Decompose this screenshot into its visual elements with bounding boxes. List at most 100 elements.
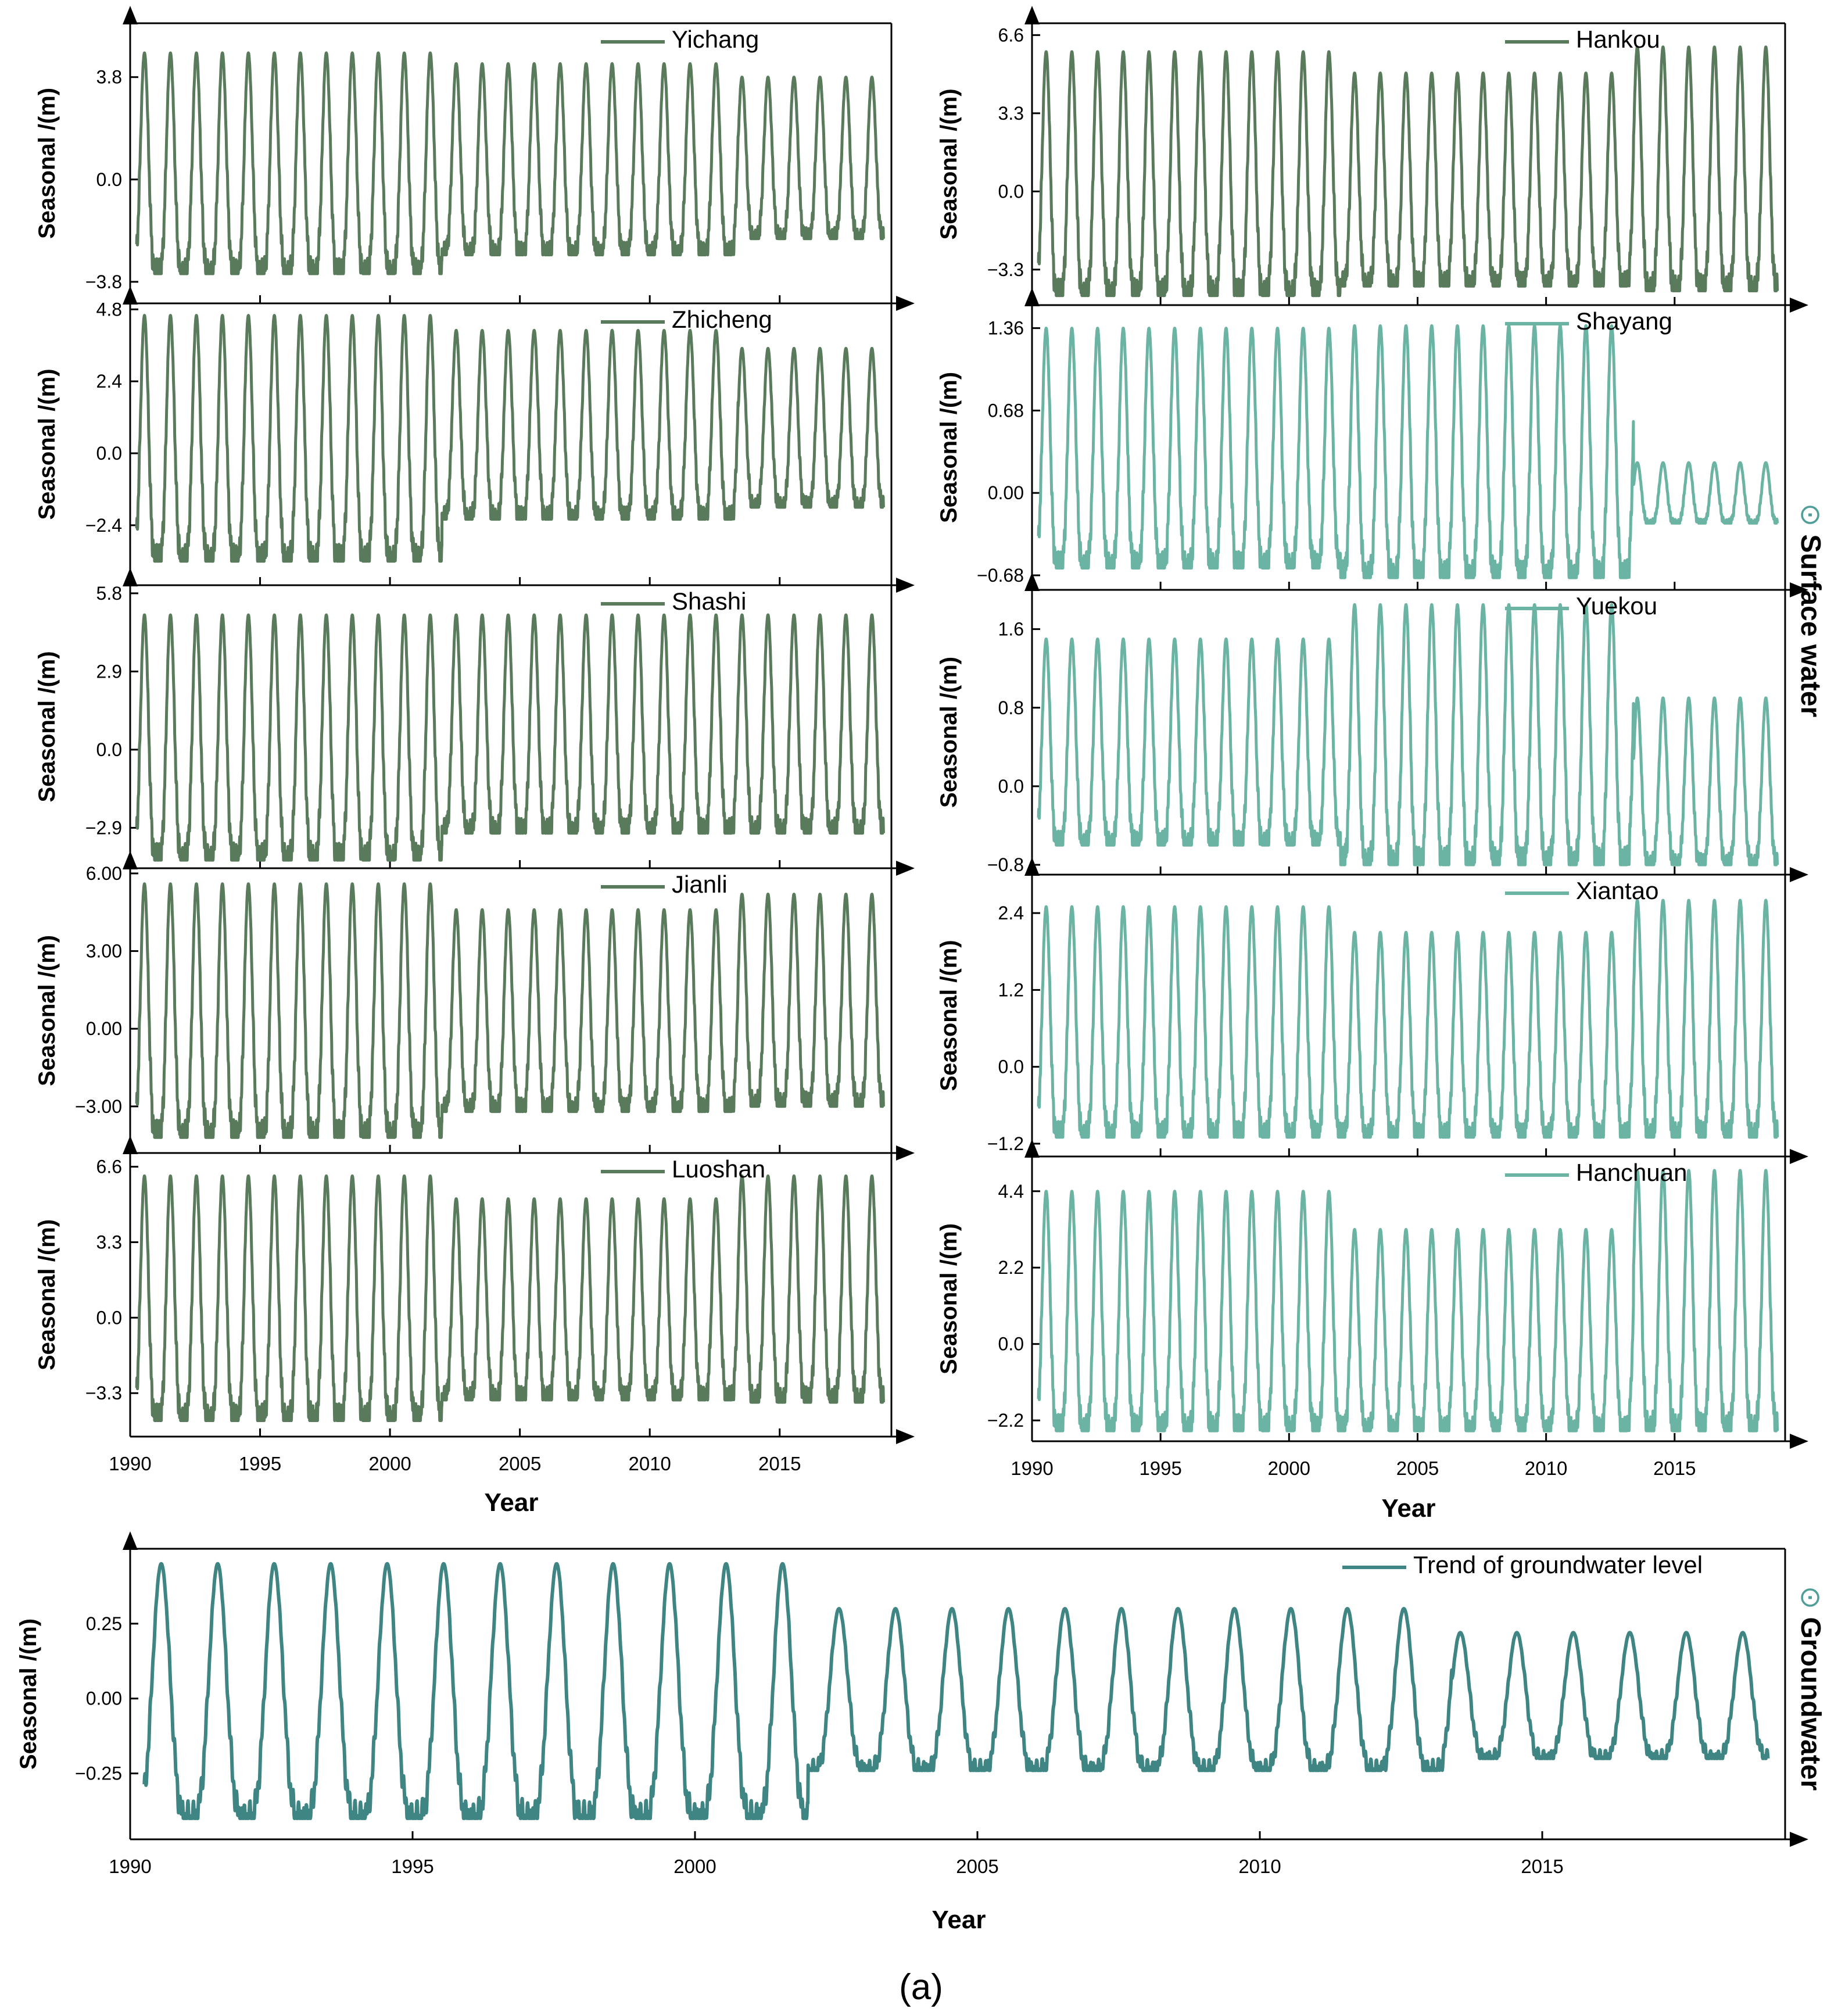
legend-label: Luoshan xyxy=(672,1155,765,1183)
legend-label: Yuekou xyxy=(1576,592,1657,620)
x-tick-label: 2000 xyxy=(1268,1458,1310,1479)
legend-label: Yichang xyxy=(672,26,759,53)
y-tick-label: −3.8 xyxy=(85,271,122,292)
y-axis-title: Seasonal /(m) xyxy=(34,88,60,239)
y-tick-label: −1.2 xyxy=(987,1133,1024,1154)
y-tick-label: 2.2 xyxy=(998,1257,1024,1278)
y-tick-label: 5.8 xyxy=(96,583,122,604)
x-axis-arrow xyxy=(1790,1434,1808,1449)
x-tick-label: 2015 xyxy=(1653,1458,1696,1479)
y-tick-label: 3.00 xyxy=(86,941,122,962)
y-axis-title: Seasonal /(m) xyxy=(34,935,60,1086)
y-axis-arrow xyxy=(123,568,138,586)
y-axis-title: Seasonal /(m) xyxy=(936,88,962,239)
y-axis-arrow xyxy=(123,286,138,305)
x-tick-label: 1990 xyxy=(109,1856,151,1877)
side-label-text: Groundwater xyxy=(1795,1617,1826,1791)
y-tick-label: 2.4 xyxy=(96,371,122,392)
panel-xiantao: 2.4 1.2 0.0 −1.2 Seasonal /(m) Xiantao xyxy=(936,857,1808,1164)
y-tick-label: 1.6 xyxy=(998,619,1024,640)
x-tick-label: 2005 xyxy=(956,1856,998,1877)
x-axis-title-bottom: Year xyxy=(932,1906,986,1934)
x-tick-label: 2015 xyxy=(1521,1856,1563,1877)
y-axis-title: Seasonal /(m) xyxy=(936,657,962,808)
side-label-marker: ⊙ xyxy=(1795,503,1826,535)
panel-yuekou: 1.6 0.8 0.0 −0.8 Seasonal /(m) Yuekou xyxy=(936,572,1808,882)
x-tick-label: 2010 xyxy=(1525,1458,1567,1479)
x-tick-label: 1995 xyxy=(239,1453,281,1474)
legend-label: Xiantao xyxy=(1576,877,1658,904)
y-tick-label: 1.36 xyxy=(988,318,1024,339)
x-axis-arrow xyxy=(1790,298,1808,313)
x-axis-arrow xyxy=(1790,1149,1808,1164)
panel-zhicheng: 4.8 2.4 0.0 −2.4 Seasonal /(m) Zhicheng xyxy=(34,286,915,593)
panel-yichang: 3.8 0.0 −3.8 Seasonal /(m) Yichang xyxy=(34,6,915,311)
y-axis-title: Seasonal /(m) xyxy=(34,651,60,802)
panel-shayang: 1.36 0.68 0.00 −0.68 Seasonal /(m) Shayang xyxy=(936,288,1808,597)
y-tick-label: 1.2 xyxy=(998,979,1024,1000)
panel-jianli: 6.00 3.00 0.00 −3.00 Seasonal /(m) Jianli xyxy=(34,851,915,1161)
y-axis-title: Seasonal /(m) xyxy=(34,368,60,520)
x-axis-arrow xyxy=(1790,1832,1808,1847)
x-axis-arrow xyxy=(896,1429,915,1444)
y-tick-label: 0.68 xyxy=(988,400,1024,421)
series-line-zhicheng xyxy=(135,314,885,563)
series-line-hankou xyxy=(1037,45,1779,298)
x-axis-arrow xyxy=(896,578,915,593)
x-tick-label: 2010 xyxy=(628,1453,671,1474)
x-axis-title-left: Year xyxy=(485,1488,539,1517)
panel-hankou: 6.6 3.3 0.0 −3.3 Seasonal /(m) Hankou xyxy=(936,6,1808,313)
y-axis-title: Seasonal /(m) xyxy=(16,1618,41,1770)
x-tick-label: 1990 xyxy=(109,1453,151,1474)
y-axis-arrow xyxy=(1024,572,1040,591)
x-tick-label: 1995 xyxy=(1139,1458,1181,1479)
x-axis-arrow xyxy=(1790,582,1808,597)
series-line-groundwater xyxy=(142,1562,1770,1820)
x-axis-arrow xyxy=(1790,867,1808,882)
y-tick-label: 3.3 xyxy=(96,1231,122,1252)
series-line-shayang xyxy=(1037,324,1779,579)
y-tick-label: −0.68 xyxy=(977,565,1024,586)
y-tick-label: 0.0 xyxy=(998,1057,1024,1077)
y-tick-label: −3.00 xyxy=(75,1096,122,1117)
y-tick-label: 4.8 xyxy=(96,299,122,320)
series-line-hanchuan xyxy=(1037,1169,1779,1433)
panel-groundwater: 0.25 0.00 −0.25 1990 1995 2000 2005 2010 2015 Sea… xyxy=(16,1531,1808,1877)
y-tick-label: 0.0 xyxy=(96,1307,122,1328)
x-tick-label: 2000 xyxy=(368,1453,411,1474)
y-tick-label: 0.00 xyxy=(988,482,1024,503)
y-axis-title: Seasonal /(m) xyxy=(936,1223,962,1374)
x-tick-label: 2000 xyxy=(673,1856,716,1877)
y-tick-label: −3.3 xyxy=(85,1383,122,1403)
y-tick-label: 4.4 xyxy=(998,1181,1024,1202)
y-tick-label: −2.2 xyxy=(987,1410,1024,1431)
y-tick-label: 0.0 xyxy=(998,776,1024,797)
series-line-jianli xyxy=(135,882,885,1139)
y-tick-label: 6.00 xyxy=(86,863,122,884)
y-axis-title: Seasonal /(m) xyxy=(936,940,962,1091)
legend-label: Trend of groundwater level xyxy=(1413,1551,1703,1578)
x-axis-arrow xyxy=(896,296,915,311)
side-label-surface-water: ⊙ Surface water xyxy=(1795,503,1826,717)
y-tick-label: −3.3 xyxy=(987,259,1024,280)
y-tick-label: 0.0 xyxy=(998,181,1024,202)
y-axis-arrow xyxy=(1024,288,1040,306)
y-tick-label: 0.0 xyxy=(96,739,122,760)
series-line-shashi xyxy=(135,613,885,862)
y-tick-label: 2.4 xyxy=(998,903,1024,923)
y-tick-label: 0.00 xyxy=(86,1688,122,1709)
y-axis-title: Seasonal /(m) xyxy=(34,1219,60,1370)
x-tick-label: 1995 xyxy=(391,1856,433,1877)
x-axis-arrow xyxy=(896,1145,915,1161)
series-line-yichang xyxy=(135,51,885,275)
y-tick-label: −0.25 xyxy=(75,1763,122,1784)
y-tick-label: 6.6 xyxy=(96,1156,122,1177)
y-tick-label: 0.0 xyxy=(96,169,122,190)
x-tick-label: 1990 xyxy=(1011,1458,1053,1479)
legend-label: Hanchuan xyxy=(1576,1159,1687,1186)
y-axis-arrow xyxy=(123,1531,138,1550)
series-line-luoshan xyxy=(135,1174,885,1422)
y-axis-arrow xyxy=(123,1136,138,1154)
y-axis-arrow xyxy=(1024,6,1040,24)
